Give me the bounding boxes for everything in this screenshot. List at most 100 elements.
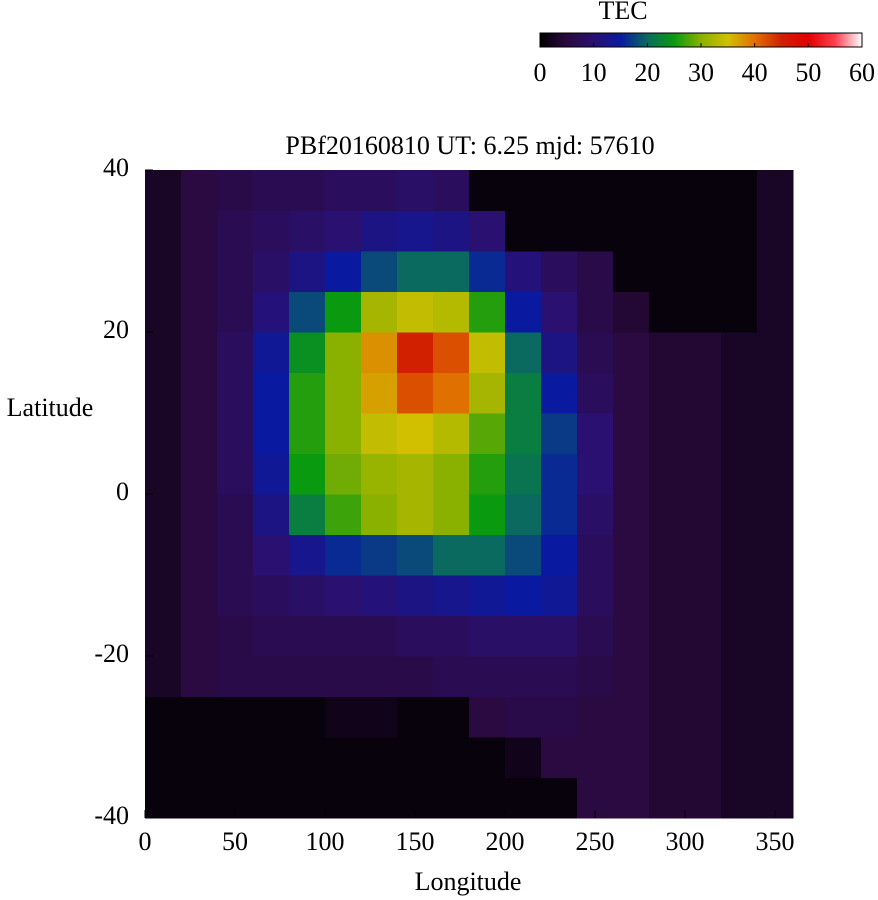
- heatmap-cell: [613, 453, 650, 495]
- heatmap-cell: [361, 494, 398, 535]
- heatmap-cell: [217, 696, 254, 738]
- heatmap-cell: [757, 291, 794, 333]
- x-tick-label: 250: [576, 827, 615, 856]
- heatmap-cell: [469, 170, 506, 211]
- heatmap-cell: [433, 251, 470, 292]
- heatmap-cell: [721, 656, 758, 697]
- heatmap-cell: [181, 777, 218, 819]
- heatmap-cell: [433, 210, 470, 252]
- heatmap-cell: [253, 777, 290, 819]
- heatmap-cell: [505, 656, 542, 697]
- heatmap-cell: [181, 291, 218, 333]
- heatmap-cell: [577, 615, 614, 657]
- heatmap-cell: [253, 656, 290, 697]
- heatmap-cell: [721, 332, 758, 373]
- x-tick-label: 300: [666, 827, 705, 856]
- heatmap-cell: [361, 170, 398, 211]
- heatmap-cell: [649, 777, 686, 819]
- heatmap-cell: [145, 534, 182, 576]
- heatmap-cell: [757, 332, 794, 373]
- heatmap-cell: [217, 737, 254, 778]
- heatmap-cell: [433, 453, 470, 495]
- heatmap-cell: [505, 453, 542, 495]
- heatmap-cell: [469, 656, 506, 697]
- heatmap-cell: [505, 170, 542, 211]
- heatmap-cell: [505, 332, 542, 373]
- heatmap-cell: [613, 251, 650, 292]
- heatmap-cell: [577, 494, 614, 535]
- heatmap-cell: [217, 453, 254, 495]
- heatmap-cell: [217, 251, 254, 292]
- heatmap-cell: [613, 656, 650, 697]
- heatmap-cell: [505, 575, 542, 616]
- heatmap-cell: [649, 696, 686, 738]
- heatmap-cell: [361, 332, 398, 373]
- colorbar-tick-label: 50: [795, 58, 821, 87]
- heatmap-cell: [685, 575, 722, 616]
- heatmap-cell: [253, 737, 290, 778]
- heatmap-cell: [505, 777, 542, 819]
- heatmap-cell: [397, 332, 434, 373]
- heatmap-cell: [505, 291, 542, 333]
- heatmap-cell: [253, 413, 290, 454]
- heatmap-cell: [361, 291, 398, 333]
- heatmap-cell: [469, 210, 506, 252]
- heatmap-cell: [361, 251, 398, 292]
- colorbar-tick-label: 20: [634, 58, 660, 87]
- heatmap-cell: [289, 453, 326, 495]
- heatmap-cell: [721, 575, 758, 616]
- heatmap-cell: [649, 170, 686, 211]
- heatmap-cell: [253, 372, 290, 414]
- heatmap-cell: [613, 291, 650, 333]
- heatmap-cell: [757, 656, 794, 697]
- heatmap-cell: [325, 575, 362, 616]
- heatmap-cell: [397, 737, 434, 778]
- heatmap-cell: [469, 575, 506, 616]
- y-axis-label: Latitude: [7, 393, 94, 422]
- heatmap-cell: [541, 656, 578, 697]
- heatmap-cell: [433, 696, 470, 738]
- heatmap-cell: [649, 737, 686, 778]
- heatmap-cell: [469, 372, 506, 414]
- x-axis-label: Longitude: [415, 867, 522, 896]
- heatmap-cell: [397, 615, 434, 657]
- heatmap-cell: [541, 210, 578, 252]
- heatmap-cell: [685, 170, 722, 211]
- heatmap-cell: [181, 534, 218, 576]
- heatmap-cell: [613, 332, 650, 373]
- heatmap-cell: [541, 534, 578, 576]
- heatmap-cell: [649, 291, 686, 333]
- heatmap-cell: [469, 251, 506, 292]
- x-tick-label: 100: [306, 827, 345, 856]
- heatmap-cell: [145, 332, 182, 373]
- heatmap-cell: [757, 575, 794, 616]
- heatmap-cell: [757, 372, 794, 414]
- heatmap-cell: [145, 615, 182, 657]
- heatmap-cell: [721, 494, 758, 535]
- heatmap-cell: [541, 170, 578, 211]
- heatmap-cell: [613, 372, 650, 414]
- heatmap-cell: [361, 413, 398, 454]
- heatmap-cell: [289, 291, 326, 333]
- heatmap-cell: [649, 332, 686, 373]
- heatmap-cell: [217, 615, 254, 657]
- heatmap-cell: [721, 777, 758, 819]
- heatmap-cell: [577, 696, 614, 738]
- heatmap-cell: [505, 210, 542, 252]
- x-tick-label: 200: [486, 827, 525, 856]
- heatmap-cell: [469, 696, 506, 738]
- heatmap-cell: [433, 170, 470, 211]
- heatmap-cell: [685, 210, 722, 252]
- heatmap-cell: [253, 575, 290, 616]
- heatmap-cell: [361, 777, 398, 819]
- heatmap-cell: [433, 372, 470, 414]
- heatmap-cell: [649, 494, 686, 535]
- heatmap-cell: [181, 737, 218, 778]
- heatmap-cell: [685, 534, 722, 576]
- heatmap-cell: [505, 372, 542, 414]
- heatmap-cell: [145, 251, 182, 292]
- heatmap-cell: [217, 210, 254, 252]
- heatmap-cell: [253, 696, 290, 738]
- heatmap-cell: [361, 737, 398, 778]
